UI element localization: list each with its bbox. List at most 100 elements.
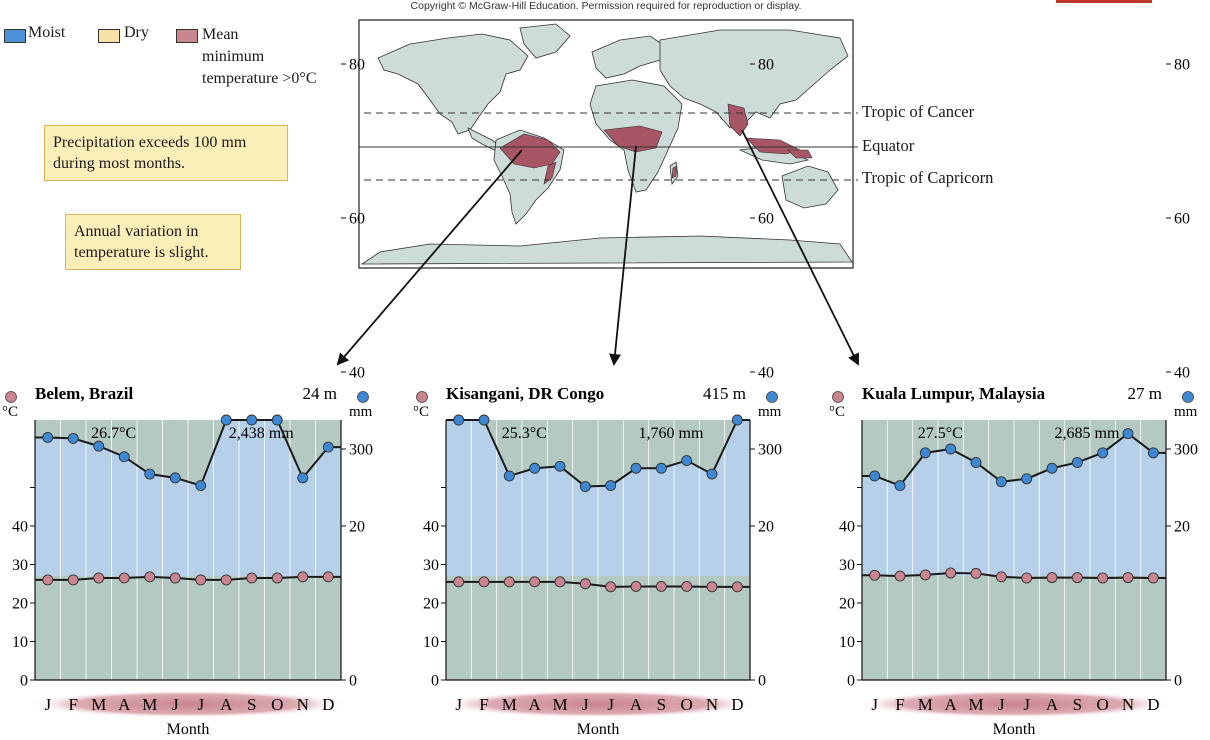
temp-marker-key	[5, 391, 17, 403]
arrow-kisangani	[609, 145, 637, 366]
temp-tick-label: 0	[20, 673, 28, 690]
precipitation-point	[554, 460, 566, 472]
temp-tick-label: 20	[423, 596, 439, 613]
precipitation-point	[731, 414, 743, 426]
precipitation-point	[869, 470, 881, 482]
land-antarctica	[360, 235, 853, 265]
legend-mean-label: Mean minimum temperature >0°C	[202, 24, 317, 90]
temperature-point	[453, 576, 465, 588]
month-label: D	[1147, 695, 1159, 714]
temp-tick-label: 10	[12, 634, 28, 651]
x-axis-title: Month	[993, 721, 1036, 738]
temp-tick-label: 40	[12, 519, 28, 536]
month-label: J	[871, 695, 878, 714]
month-label: J	[582, 695, 589, 714]
precip-tick-label: 60	[1174, 211, 1190, 228]
month-label: J	[1023, 695, 1030, 714]
precipitation-point	[42, 432, 54, 443]
precip-tick-label: 300	[1174, 442, 1198, 459]
temp-tick-label: 40	[423, 519, 439, 536]
world-map	[358, 19, 858, 269]
temperature-point	[894, 570, 906, 582]
month-label: J	[455, 695, 462, 714]
mean-temp-label: 26.7°C	[91, 425, 136, 442]
temperature-point	[970, 567, 982, 579]
precipitation-point	[579, 481, 591, 492]
month-label: J	[607, 695, 614, 714]
precipitation-point	[271, 414, 283, 426]
land-north-america	[377, 33, 529, 135]
month-label: F	[895, 695, 904, 714]
precip-unit-label: mm	[349, 404, 373, 420]
precipitation-point	[93, 440, 105, 452]
temp-unit-label: °C	[413, 404, 429, 420]
precip-note: Precipitation exceeds 100 mm during most…	[44, 125, 288, 181]
temperature-point	[246, 572, 258, 584]
temp-note-line1: Annual variation in	[74, 223, 199, 240]
temp-tick-label: 30	[423, 557, 439, 574]
precipitation-point	[453, 414, 465, 426]
temperature-point	[118, 572, 130, 584]
precip-tick-label: 80	[349, 57, 365, 74]
precip-tick-label: 300	[349, 442, 373, 459]
temperature-point	[169, 572, 181, 584]
annual-precip-label: 1,760 mm	[639, 425, 704, 442]
temperature-point	[297, 571, 309, 583]
temperature-point	[271, 572, 283, 584]
temperature-point	[322, 571, 334, 583]
month-label: F	[479, 695, 488, 714]
region-congo	[603, 125, 663, 153]
month-label: N	[1122, 695, 1134, 714]
month-label: M	[502, 695, 517, 714]
precip-tick-label: 80	[1174, 57, 1190, 74]
month-label: D	[322, 695, 334, 714]
temperature-point	[1122, 572, 1134, 584]
temperature-point	[731, 581, 743, 593]
precipitation-point	[1071, 457, 1083, 468]
temperature-point	[1147, 572, 1159, 584]
temperature-point	[503, 576, 515, 588]
month-band	[440, 690, 756, 718]
temperature-point	[42, 574, 54, 586]
month-label: N	[706, 695, 718, 714]
month-label: O	[271, 695, 283, 714]
month-label: J	[172, 695, 179, 714]
precipitation-point	[1097, 447, 1109, 459]
precip-unit-label: mm	[758, 404, 782, 420]
precip-tick-label: 40	[758, 365, 774, 382]
precip-excess-area	[35, 0, 341, 486]
legend-moist-label: Moist	[28, 24, 66, 41]
precip-unit-label: mm	[1174, 404, 1198, 420]
precip-tick-label: 60	[758, 211, 774, 228]
precipitation-point	[297, 472, 309, 484]
month-label: M	[91, 695, 106, 714]
elevation-label: 24 m	[303, 384, 337, 403]
temp-note-line2: temperature is slight.	[74, 244, 209, 261]
dry-swatch	[98, 29, 120, 43]
precipitation-point	[169, 472, 181, 484]
precipitation-point	[322, 441, 334, 453]
moist-swatch	[4, 29, 26, 43]
x-axis-title: Month	[167, 721, 210, 738]
temp-tick-label: 20	[12, 596, 28, 613]
precip-marker-key	[1182, 391, 1194, 403]
temp-tick-label: 0	[847, 673, 855, 690]
precip-tick-label: 40	[349, 365, 365, 382]
temperature-point	[706, 581, 718, 593]
region-new-guinea	[787, 149, 813, 159]
accent-bar	[1056, 0, 1152, 3]
temp-marker-key	[416, 391, 428, 403]
temperature-point	[478, 576, 490, 588]
elevation-label: 27 m	[1128, 384, 1162, 403]
precipitation-point	[1122, 428, 1134, 440]
temperature-point	[681, 580, 693, 592]
temperature-point	[995, 571, 1007, 583]
precipitation-point	[995, 476, 1007, 488]
precipitation-point	[246, 414, 258, 426]
arrow-belem	[336, 149, 523, 366]
month-label: M	[552, 695, 567, 714]
precipitation-point	[970, 457, 982, 468]
precipitation-point	[706, 468, 718, 480]
precipitation-point	[919, 447, 931, 459]
